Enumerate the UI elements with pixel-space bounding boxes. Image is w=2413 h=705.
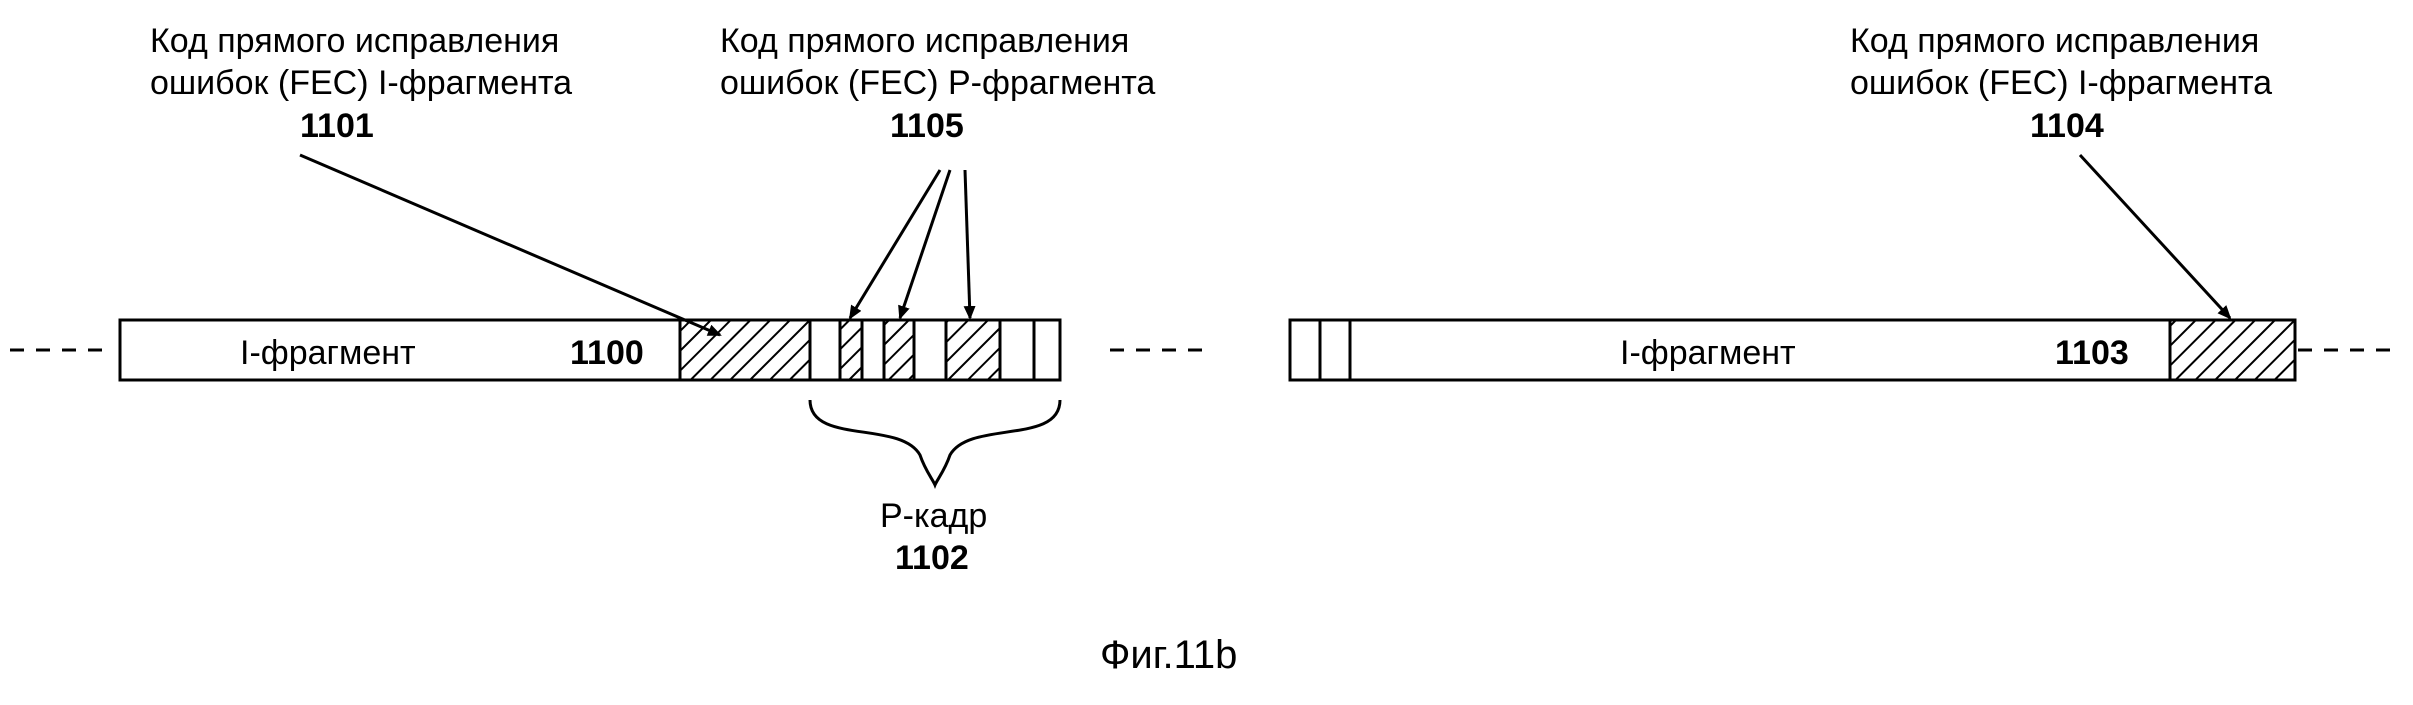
diagram-stage: Код прямого исправления ошибок (FEC) I-ф… (0, 0, 2413, 705)
arrow-1105-c (965, 170, 970, 318)
figure-caption: Фиг.11b (1100, 630, 1237, 680)
pframe-stripe-3 (946, 320, 1000, 380)
label-1105-line1: Код прямого исправления (720, 20, 1129, 63)
ref-1101: 1101 (300, 105, 374, 148)
arrow-1104 (2080, 155, 2230, 318)
label-1105-line2: ошибок (FEC) P-фрагмента (720, 62, 1155, 105)
ifragment-1100-label: I-фрагмент (240, 332, 416, 375)
pframe-stripe-1 (840, 320, 862, 380)
ifragment-1103-ref: 1103 (2055, 332, 2129, 375)
label-1101-line1: Код прямого исправления (150, 20, 559, 63)
ref-1105: 1105 (890, 105, 964, 148)
fec-1104-box (2170, 320, 2295, 380)
fec-1101-box (680, 320, 810, 380)
pframe-label: P-кадр (880, 495, 987, 538)
pframe-ref: 1102 (895, 537, 969, 580)
ifragment-1103-label: I-фрагмент (1620, 332, 1796, 375)
ref-1104: 1104 (2030, 105, 2104, 148)
label-1104-line1: Код прямого исправления (1850, 20, 2259, 63)
arrow-1101 (300, 155, 720, 335)
brace-pframe (810, 400, 1060, 485)
ifragment-1100-ref: 1100 (570, 332, 644, 375)
label-1104-line2: ошибок (FEC) I-фрагмента (1850, 62, 2272, 105)
label-1101-line2: ошибок (FEC) I-фрагмента (150, 62, 572, 105)
pframe-stripe-2 (884, 320, 914, 380)
